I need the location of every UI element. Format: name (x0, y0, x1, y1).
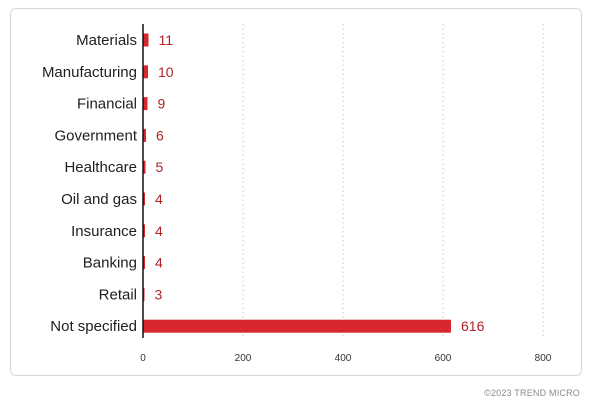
category-label: Oil and gas (61, 191, 137, 208)
x-tick-label: 400 (335, 353, 352, 364)
copyright-text: ©2023 TREND MICRO (484, 388, 580, 398)
bar (143, 128, 146, 142)
value-label: 4 (155, 255, 163, 271)
value-label: 10 (158, 64, 174, 80)
x-tick-label: 800 (535, 353, 552, 364)
value-label: 4 (155, 191, 163, 207)
bar (143, 65, 148, 79)
value-label: 616 (461, 318, 485, 334)
value-label: 6 (156, 127, 164, 143)
bar (143, 97, 148, 111)
x-tick-label: 600 (435, 353, 452, 364)
bar (143, 256, 145, 270)
value-label: 3 (155, 286, 163, 302)
category-label: Financial (77, 96, 137, 113)
bar (143, 319, 451, 333)
category-label: Government (54, 127, 137, 144)
chart-card (10, 8, 582, 376)
bar (143, 192, 145, 206)
bar (143, 33, 149, 47)
value-label: 11 (159, 32, 174, 48)
x-tick-label: 200 (235, 353, 252, 364)
category-label: Materials (76, 32, 137, 49)
category-label: Banking (83, 255, 137, 272)
category-label: Not specified (50, 318, 137, 335)
category-label: Manufacturing (42, 64, 137, 81)
value-label: 9 (158, 96, 166, 112)
bar (143, 224, 145, 238)
value-label: 4 (155, 223, 163, 239)
category-label: Healthcare (64, 159, 137, 176)
category-label: Insurance (71, 223, 137, 240)
value-label: 5 (156, 159, 164, 175)
category-label: Retail (99, 286, 137, 303)
x-tick-label: 0 (140, 353, 146, 364)
bar (143, 160, 146, 174)
